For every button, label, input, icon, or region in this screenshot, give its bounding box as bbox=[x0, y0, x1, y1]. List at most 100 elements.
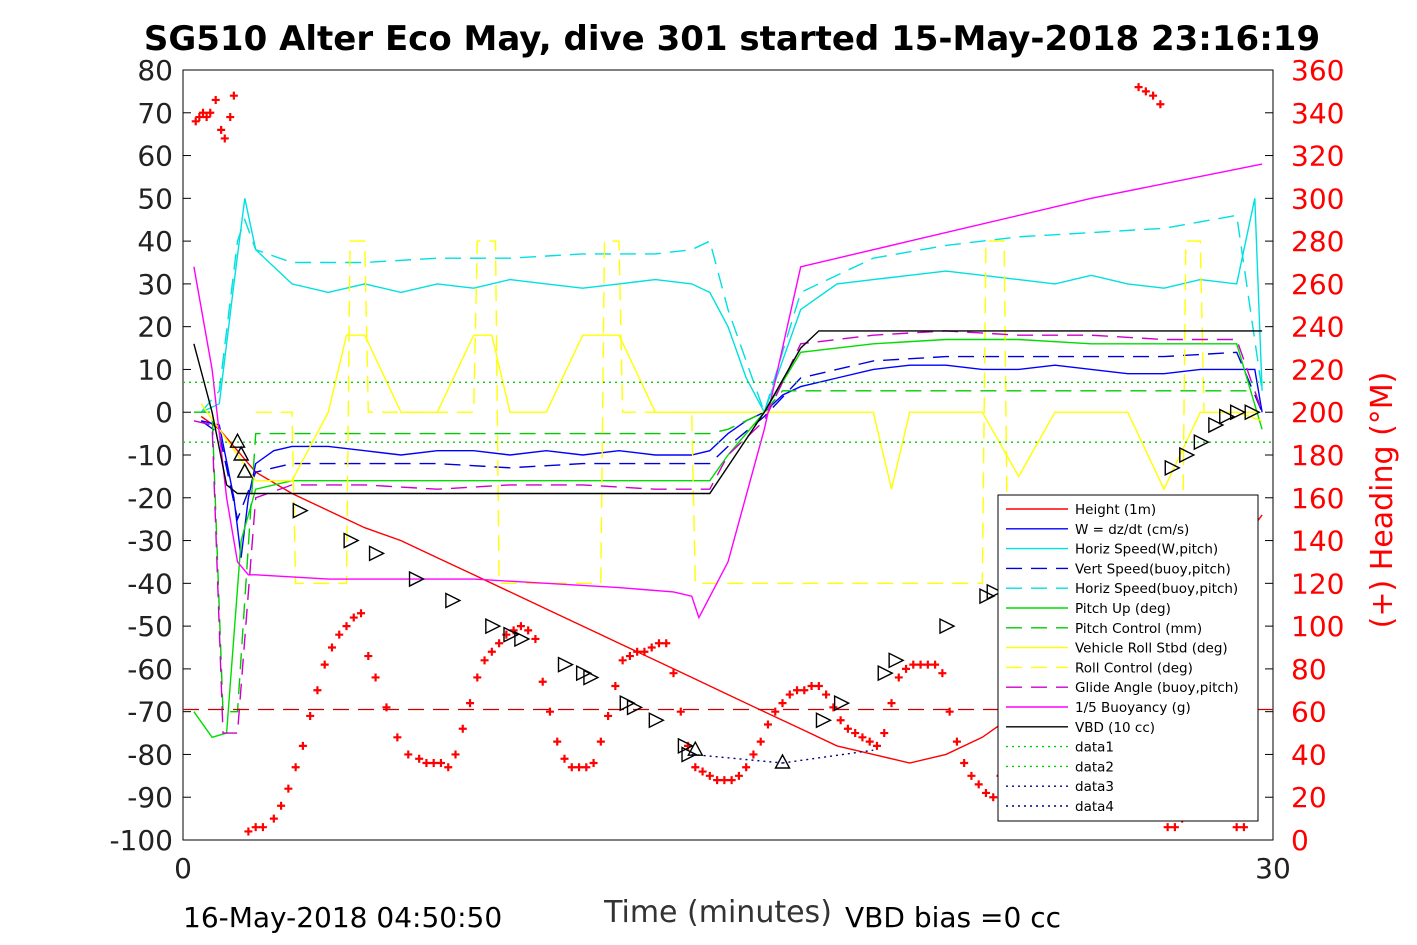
left-axis: 80 70 60 50 40 30 20 10 0 -10 -20 -30 -40 -50 -60 -70 -8… bbox=[109, 54, 191, 857]
right-tick-label: 260 bbox=[1291, 268, 1344, 301]
up-triangle-marker bbox=[236, 462, 253, 478]
heading-point bbox=[516, 622, 525, 631]
heading-point bbox=[545, 707, 554, 716]
left-tick-label: 50 bbox=[137, 182, 173, 215]
x-axis: 0 30 bbox=[174, 852, 1291, 885]
legend: Height (1m) W = dz/dt (cm/s) Horiz Speed(W… bbox=[997, 494, 1259, 822]
right-tick-label: 140 bbox=[1291, 525, 1344, 558]
heading-point bbox=[575, 763, 584, 772]
heading-point bbox=[938, 669, 947, 678]
x-tick-label: 30 bbox=[1255, 852, 1291, 885]
heading-point bbox=[720, 776, 729, 785]
right-triangle-marker bbox=[626, 699, 644, 716]
heading-point bbox=[1163, 823, 1172, 832]
right-tick-label: 340 bbox=[1291, 97, 1344, 130]
heading-point bbox=[313, 686, 322, 695]
heading-point bbox=[931, 660, 940, 669]
heading-point bbox=[226, 113, 235, 122]
legend-label: data4 bbox=[1075, 799, 1114, 815]
left-tick-label: 40 bbox=[137, 225, 173, 258]
heading-point bbox=[981, 788, 990, 797]
heading-point bbox=[749, 750, 758, 759]
heading-point bbox=[778, 699, 787, 708]
heading-point bbox=[244, 827, 253, 836]
heading-point bbox=[198, 108, 207, 117]
heading-point bbox=[727, 776, 736, 785]
x-axis-label: Time (minutes) bbox=[603, 895, 832, 930]
right-axis-label: (+) Heading (°M) bbox=[1365, 372, 1400, 629]
left-tick-label: -40 bbox=[127, 567, 173, 600]
heading-point bbox=[589, 759, 598, 767]
left-tick-label: -60 bbox=[127, 653, 173, 686]
left-tick-label: -100 bbox=[109, 824, 173, 857]
heading-point bbox=[1149, 91, 1158, 100]
heading-point bbox=[371, 673, 380, 682]
right-triangle-marker bbox=[408, 570, 426, 588]
right-triangle-marker bbox=[503, 626, 520, 643]
heading-point bbox=[618, 656, 627, 665]
heading-point bbox=[771, 707, 780, 716]
heading-point bbox=[582, 763, 591, 772]
heading-point bbox=[335, 630, 344, 639]
heading-point bbox=[560, 754, 569, 763]
right-triangle-marker bbox=[292, 502, 309, 519]
sample-markers bbox=[229, 404, 1261, 769]
heading-point bbox=[357, 609, 366, 618]
heading-point bbox=[327, 643, 336, 652]
legend-label: Pitch Up (deg) bbox=[1075, 601, 1171, 617]
right-triangle-marker bbox=[815, 712, 833, 729]
legend-label: VBD (10 cc) bbox=[1075, 720, 1155, 736]
heading-point bbox=[887, 699, 896, 708]
heading-point bbox=[654, 639, 663, 648]
series-line-2 bbox=[200, 198, 1263, 414]
series-line-11 bbox=[193, 330, 1263, 495]
right-tick-label: 120 bbox=[1291, 567, 1344, 600]
legend-label: data1 bbox=[1075, 740, 1114, 756]
heading-point bbox=[894, 673, 903, 682]
right-triangle-marker bbox=[583, 669, 600, 686]
footer-timestamp: 16-May-2018 04:50:50 bbox=[183, 901, 502, 934]
left-tick-label: -90 bbox=[127, 781, 173, 814]
series-line-3 bbox=[200, 351, 1263, 522]
right-triangle-marker bbox=[1219, 408, 1236, 425]
right-triangle-marker bbox=[648, 712, 665, 729]
legend-label: Horiz Speed(W,pitch) bbox=[1075, 542, 1218, 558]
heading-point bbox=[480, 656, 489, 665]
heading-point bbox=[195, 113, 204, 122]
heading-point bbox=[843, 724, 852, 733]
x-tick-label: 0 bbox=[174, 852, 192, 885]
legend-label: Pitch Control (mm) bbox=[1075, 621, 1202, 637]
heading-point bbox=[277, 801, 286, 810]
heading-point bbox=[436, 759, 445, 767]
legend-label: data2 bbox=[1075, 759, 1114, 775]
heading-point bbox=[916, 660, 925, 669]
right-tick-label: 280 bbox=[1291, 225, 1344, 258]
right-triangle-marker bbox=[681, 746, 698, 763]
right-triangle-marker bbox=[485, 617, 502, 635]
heading-point bbox=[415, 754, 424, 763]
left-tick-label: -20 bbox=[127, 482, 173, 515]
right-tick-label: 320 bbox=[1291, 140, 1344, 173]
heading-point bbox=[793, 686, 802, 695]
heading-point bbox=[211, 95, 220, 104]
left-tick-label: -30 bbox=[127, 525, 173, 558]
heading-point bbox=[851, 729, 860, 738]
heading-point bbox=[284, 784, 293, 793]
right-triangle-marker bbox=[445, 592, 462, 609]
heading-point bbox=[596, 737, 605, 746]
heading-point bbox=[880, 729, 889, 738]
heading-point bbox=[909, 660, 918, 669]
right-triangle-marker bbox=[368, 545, 386, 562]
heading-point bbox=[923, 660, 932, 669]
heading-point bbox=[967, 771, 976, 780]
heading-point bbox=[1170, 823, 1179, 832]
heading-point bbox=[691, 763, 700, 772]
heading-point bbox=[458, 724, 467, 733]
left-tick-label: -80 bbox=[127, 738, 173, 771]
left-tick-label: 80 bbox=[137, 54, 173, 87]
heading-point bbox=[553, 737, 562, 746]
right-axis: 3603403203002802602402202001801601401201… bbox=[1265, 54, 1344, 857]
right-tick-label: 60 bbox=[1291, 696, 1327, 729]
heading-point bbox=[989, 793, 998, 802]
left-tick-label: -50 bbox=[127, 610, 173, 643]
